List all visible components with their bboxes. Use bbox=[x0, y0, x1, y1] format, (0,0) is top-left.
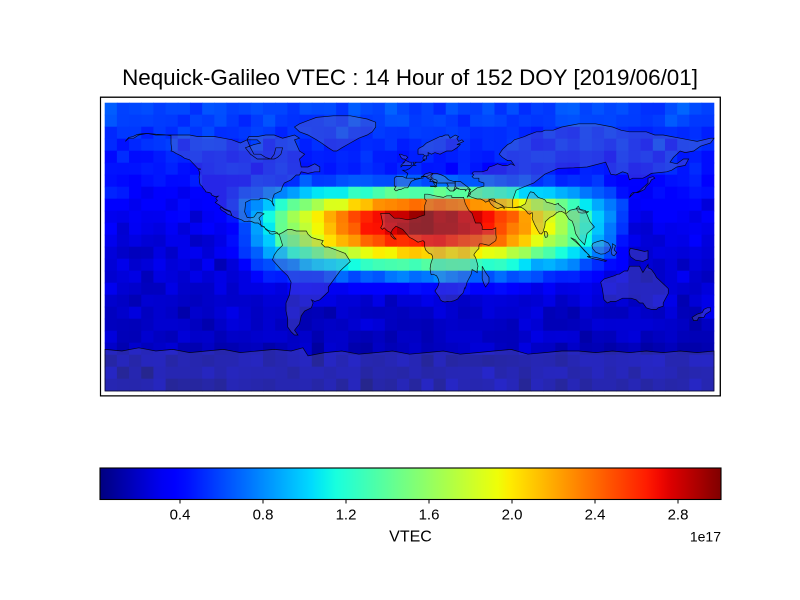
svg-text:1.6: 1.6 bbox=[419, 507, 440, 524]
svg-text:0.8: 0.8 bbox=[253, 507, 274, 524]
svg-text:2.0: 2.0 bbox=[502, 507, 523, 524]
svg-text:2.8: 2.8 bbox=[668, 507, 689, 524]
svg-text:1.2: 1.2 bbox=[336, 507, 357, 524]
svg-text:0.4: 0.4 bbox=[170, 507, 191, 524]
svg-text:VTEC: VTEC bbox=[389, 529, 432, 546]
svg-text:1e17: 1e17 bbox=[690, 529, 721, 545]
svg-text:2.4: 2.4 bbox=[585, 507, 606, 524]
